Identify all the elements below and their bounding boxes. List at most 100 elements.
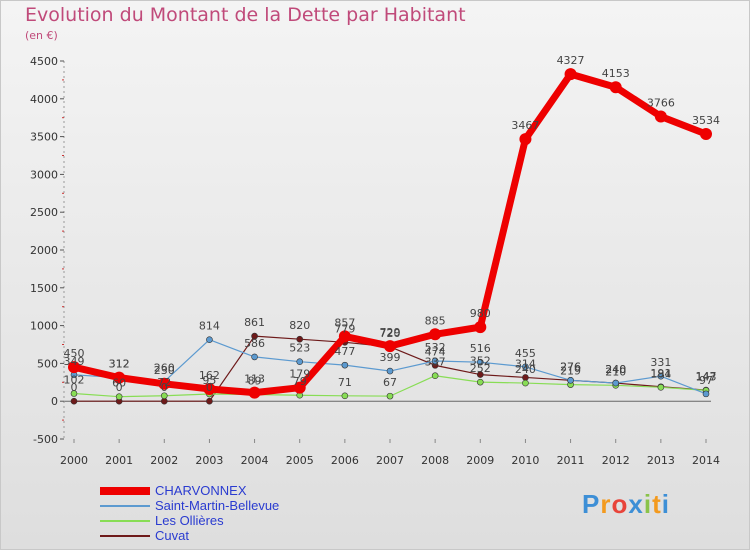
legend-label: Les Ollières bbox=[155, 513, 224, 528]
data-label: 857 bbox=[334, 316, 355, 329]
data-label: 312 bbox=[109, 358, 130, 371]
x-tick-label: 2013 bbox=[647, 454, 675, 467]
data-label: 312 bbox=[109, 358, 130, 371]
data-label: 779 bbox=[334, 322, 355, 335]
data-point bbox=[386, 367, 394, 375]
data-label: 814 bbox=[199, 320, 220, 333]
x-tick-label: 2011 bbox=[557, 454, 585, 467]
data-label: 240 bbox=[605, 363, 626, 376]
data-point bbox=[519, 133, 532, 146]
data-label: 0 bbox=[206, 381, 213, 394]
x-tick-label: 2000 bbox=[60, 454, 88, 467]
data-label: 179 bbox=[289, 368, 310, 381]
y-tick-label: 2000 bbox=[30, 244, 58, 257]
legend-label: CHARVONNEX bbox=[155, 483, 247, 498]
x-tick-label: 2009 bbox=[466, 454, 494, 467]
x-tick-label: 2006 bbox=[331, 454, 359, 467]
data-label: 399 bbox=[380, 351, 401, 364]
data-label: 147 bbox=[696, 370, 717, 383]
data-label: 523 bbox=[289, 342, 310, 355]
logo-letter: t bbox=[652, 489, 662, 519]
data-label: 113 bbox=[244, 373, 265, 386]
data-point bbox=[206, 397, 213, 405]
data-label: 980 bbox=[470, 307, 491, 320]
data-label: 820 bbox=[289, 319, 310, 332]
data-label: 102 bbox=[64, 373, 85, 386]
legend-swatch bbox=[100, 520, 150, 522]
data-label: 331 bbox=[650, 356, 671, 369]
data-point bbox=[657, 372, 665, 380]
data-point bbox=[251, 332, 258, 340]
proxiti-logo: Proxiti bbox=[582, 489, 670, 520]
data-label: 60 bbox=[112, 377, 126, 390]
data-point bbox=[522, 363, 529, 371]
data-label: 349 bbox=[64, 355, 85, 368]
data-label: 3467 bbox=[511, 119, 539, 132]
data-point bbox=[341, 361, 349, 369]
data-label: 861 bbox=[244, 316, 265, 329]
x-tick-label: 2008 bbox=[421, 454, 449, 467]
data-point bbox=[612, 379, 620, 387]
data-label: 162 bbox=[199, 369, 220, 382]
data-label: 3534 bbox=[692, 114, 720, 127]
data-label: 720 bbox=[380, 327, 401, 340]
data-label: 477 bbox=[334, 345, 355, 358]
data-label: 314 bbox=[515, 357, 536, 370]
data-label: 71 bbox=[338, 376, 352, 389]
data-label: 337 bbox=[425, 356, 446, 369]
data-label: 252 bbox=[470, 362, 491, 375]
data-point bbox=[251, 353, 258, 361]
y-tick-label: 500 bbox=[37, 357, 58, 370]
y-tick-label: 4500 bbox=[30, 55, 58, 68]
data-label: 210 bbox=[605, 365, 626, 378]
data-label: 67 bbox=[383, 376, 397, 389]
data-label: 95 bbox=[202, 374, 216, 387]
chart-subtitle: (en €) bbox=[25, 29, 58, 42]
data-point bbox=[386, 392, 394, 400]
y-tick-label: -500 bbox=[33, 433, 58, 446]
data-point bbox=[474, 321, 487, 334]
data-point bbox=[338, 330, 351, 343]
data-point bbox=[609, 81, 622, 94]
data-label: 240 bbox=[605, 363, 626, 376]
x-tick-label: 2012 bbox=[602, 454, 630, 467]
legend-label: Cuvat bbox=[155, 528, 189, 543]
logo-letter: i bbox=[661, 489, 670, 519]
data-label: 276 bbox=[560, 360, 581, 373]
x-tick-label: 2007 bbox=[376, 454, 404, 467]
y-tick-label: 1000 bbox=[30, 320, 58, 333]
data-label: 97 bbox=[699, 374, 713, 387]
legend-swatch bbox=[100, 535, 150, 537]
data-point bbox=[293, 381, 306, 394]
data-label: 72 bbox=[157, 376, 171, 389]
data-point bbox=[160, 392, 168, 400]
data-point bbox=[70, 397, 78, 405]
data-label: 219 bbox=[560, 365, 581, 378]
data-point bbox=[115, 393, 123, 400]
data-label: 516 bbox=[470, 342, 491, 355]
data-point bbox=[564, 68, 577, 81]
data-label: 143 bbox=[696, 370, 717, 383]
data-label: 586 bbox=[244, 337, 265, 350]
logo-letter: i bbox=[643, 489, 653, 519]
data-label: 729 bbox=[380, 326, 401, 339]
data-label: 532 bbox=[425, 341, 446, 354]
data-label: 0 bbox=[161, 381, 168, 394]
data-point bbox=[476, 371, 484, 378]
logo-letter: x bbox=[628, 489, 644, 519]
x-tick-label: 2004 bbox=[241, 454, 269, 467]
data-point bbox=[657, 383, 665, 391]
data-label: 4327 bbox=[557, 54, 585, 67]
data-point bbox=[158, 377, 171, 390]
legend-swatch bbox=[100, 505, 150, 507]
data-point bbox=[429, 328, 442, 341]
logo-letter: r bbox=[600, 489, 612, 519]
x-tick-label: 2014 bbox=[692, 454, 720, 467]
x-tick-label: 2003 bbox=[195, 454, 223, 467]
data-label: 3766 bbox=[647, 96, 675, 109]
x-tick-label: 2010 bbox=[511, 454, 539, 467]
data-label: 230 bbox=[154, 364, 175, 377]
data-point bbox=[654, 110, 667, 123]
data-label: 0 bbox=[71, 381, 78, 394]
